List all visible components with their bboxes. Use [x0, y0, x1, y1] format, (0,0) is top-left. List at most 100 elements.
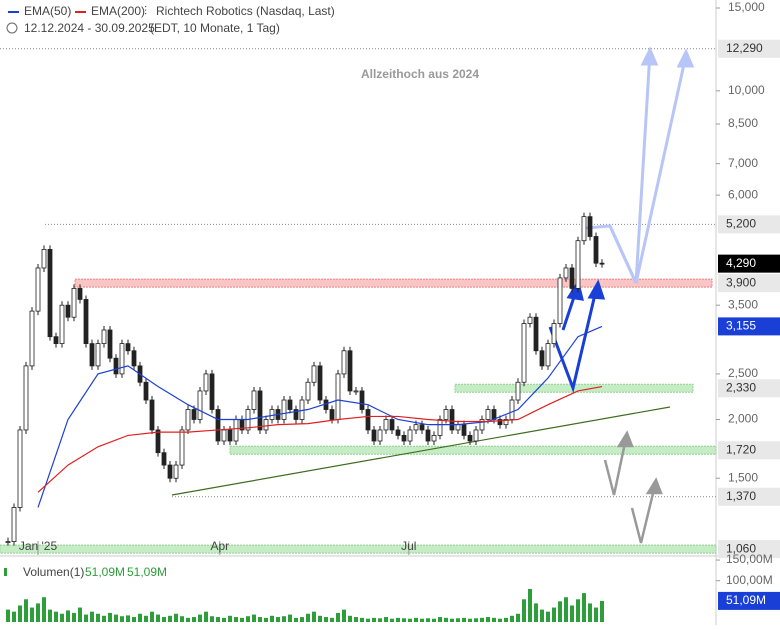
legend-swatch — [8, 11, 19, 13]
volume-bar — [402, 618, 406, 622]
candle — [107, 329, 113, 359]
volume-bar — [480, 617, 484, 622]
annotation: Allzeithoch aus 2024 — [361, 67, 479, 81]
y-tick-label: 10,000 — [728, 83, 765, 97]
candle — [65, 304, 71, 318]
candle — [23, 365, 29, 431]
y-tick-label: 100,00M — [726, 573, 773, 587]
volume-bar — [120, 616, 124, 622]
candle — [41, 248, 47, 269]
volume-bar — [192, 617, 196, 622]
volume-bar — [570, 605, 574, 622]
volume-bar — [90, 611, 94, 622]
price-tag — [718, 317, 780, 336]
volume-bar — [198, 614, 202, 622]
candle — [419, 424, 425, 431]
volume-bar — [438, 617, 442, 622]
level-zone — [74, 278, 713, 288]
trendline — [171, 406, 671, 496]
candle — [587, 216, 593, 237]
candle — [503, 419, 509, 426]
volume-bar — [372, 617, 376, 622]
candle — [485, 409, 491, 420]
volume-bar — [12, 611, 16, 622]
candle — [563, 267, 569, 279]
candle — [89, 343, 95, 367]
volume-bar — [108, 612, 112, 622]
legend-label: EMA(50) — [24, 4, 71, 18]
grey-arrows — [603, 430, 663, 544]
volume-bar — [60, 613, 64, 622]
candle — [497, 419, 503, 426]
volume-bar — [600, 600, 604, 622]
y-tick-label: 6,000 — [728, 187, 758, 201]
candle — [467, 435, 473, 442]
volume-bar — [474, 618, 478, 622]
volume-bar — [528, 588, 532, 622]
volume-bar — [360, 617, 364, 622]
price-tag — [718, 487, 780, 506]
volume-bar — [186, 617, 190, 622]
candle — [77, 288, 83, 300]
candle — [53, 336, 59, 345]
price-tag — [718, 379, 780, 398]
volume-bar — [126, 615, 130, 622]
volume-bar — [378, 618, 382, 622]
price-tag — [718, 591, 780, 610]
candle — [329, 409, 335, 420]
candle — [449, 409, 455, 431]
candle — [341, 350, 347, 375]
candle — [131, 350, 137, 367]
volume-bar — [300, 617, 304, 622]
volume-bar — [324, 617, 328, 622]
volume-bar — [498, 618, 502, 622]
y-tick-label: 3,500 — [728, 297, 758, 311]
volume-bar — [396, 617, 400, 622]
candle — [365, 409, 371, 431]
volume-bar — [564, 597, 568, 622]
candle — [257, 390, 263, 431]
candle — [305, 381, 311, 401]
chart-title: Richtech Robotics (Nasdaq, Last) — [156, 4, 335, 18]
volume-bar — [318, 615, 322, 622]
ema-line — [37, 325, 603, 508]
candle — [269, 409, 275, 420]
legend-swatch — [75, 11, 86, 13]
volume-bar — [54, 611, 58, 622]
volume-legend: Volumen(1) — [23, 565, 84, 579]
candle — [17, 429, 23, 508]
candle — [251, 390, 257, 410]
candle — [455, 424, 461, 431]
volume-bar — [486, 617, 490, 622]
volume-bar — [288, 614, 292, 622]
volume-bar — [78, 607, 82, 622]
price-tag-label: 3,900 — [726, 275, 756, 289]
candle — [161, 452, 167, 466]
volume-bar — [72, 612, 76, 622]
price-tag-label: 1,370 — [726, 489, 756, 503]
candle — [59, 304, 65, 345]
candle — [5, 541, 11, 543]
volume-bar — [558, 601, 562, 622]
volume-bar — [582, 593, 586, 622]
price-tag-label: 12,290 — [726, 41, 763, 55]
volume-bar — [156, 614, 160, 622]
candle — [197, 390, 203, 420]
price-tag — [718, 540, 780, 559]
volume-bar — [24, 599, 28, 622]
price-tag-label: 1,060 — [726, 541, 756, 555]
volume-bar — [18, 605, 22, 622]
volume-bar — [408, 618, 412, 622]
volume-bar — [42, 597, 46, 622]
volume-bar — [420, 618, 424, 622]
volume-bar — [144, 615, 148, 622]
candle — [155, 429, 161, 454]
price-tag — [718, 254, 780, 273]
price-tag — [718, 39, 780, 58]
volume-bar — [534, 603, 538, 622]
candle — [83, 299, 89, 345]
candle — [473, 429, 479, 442]
